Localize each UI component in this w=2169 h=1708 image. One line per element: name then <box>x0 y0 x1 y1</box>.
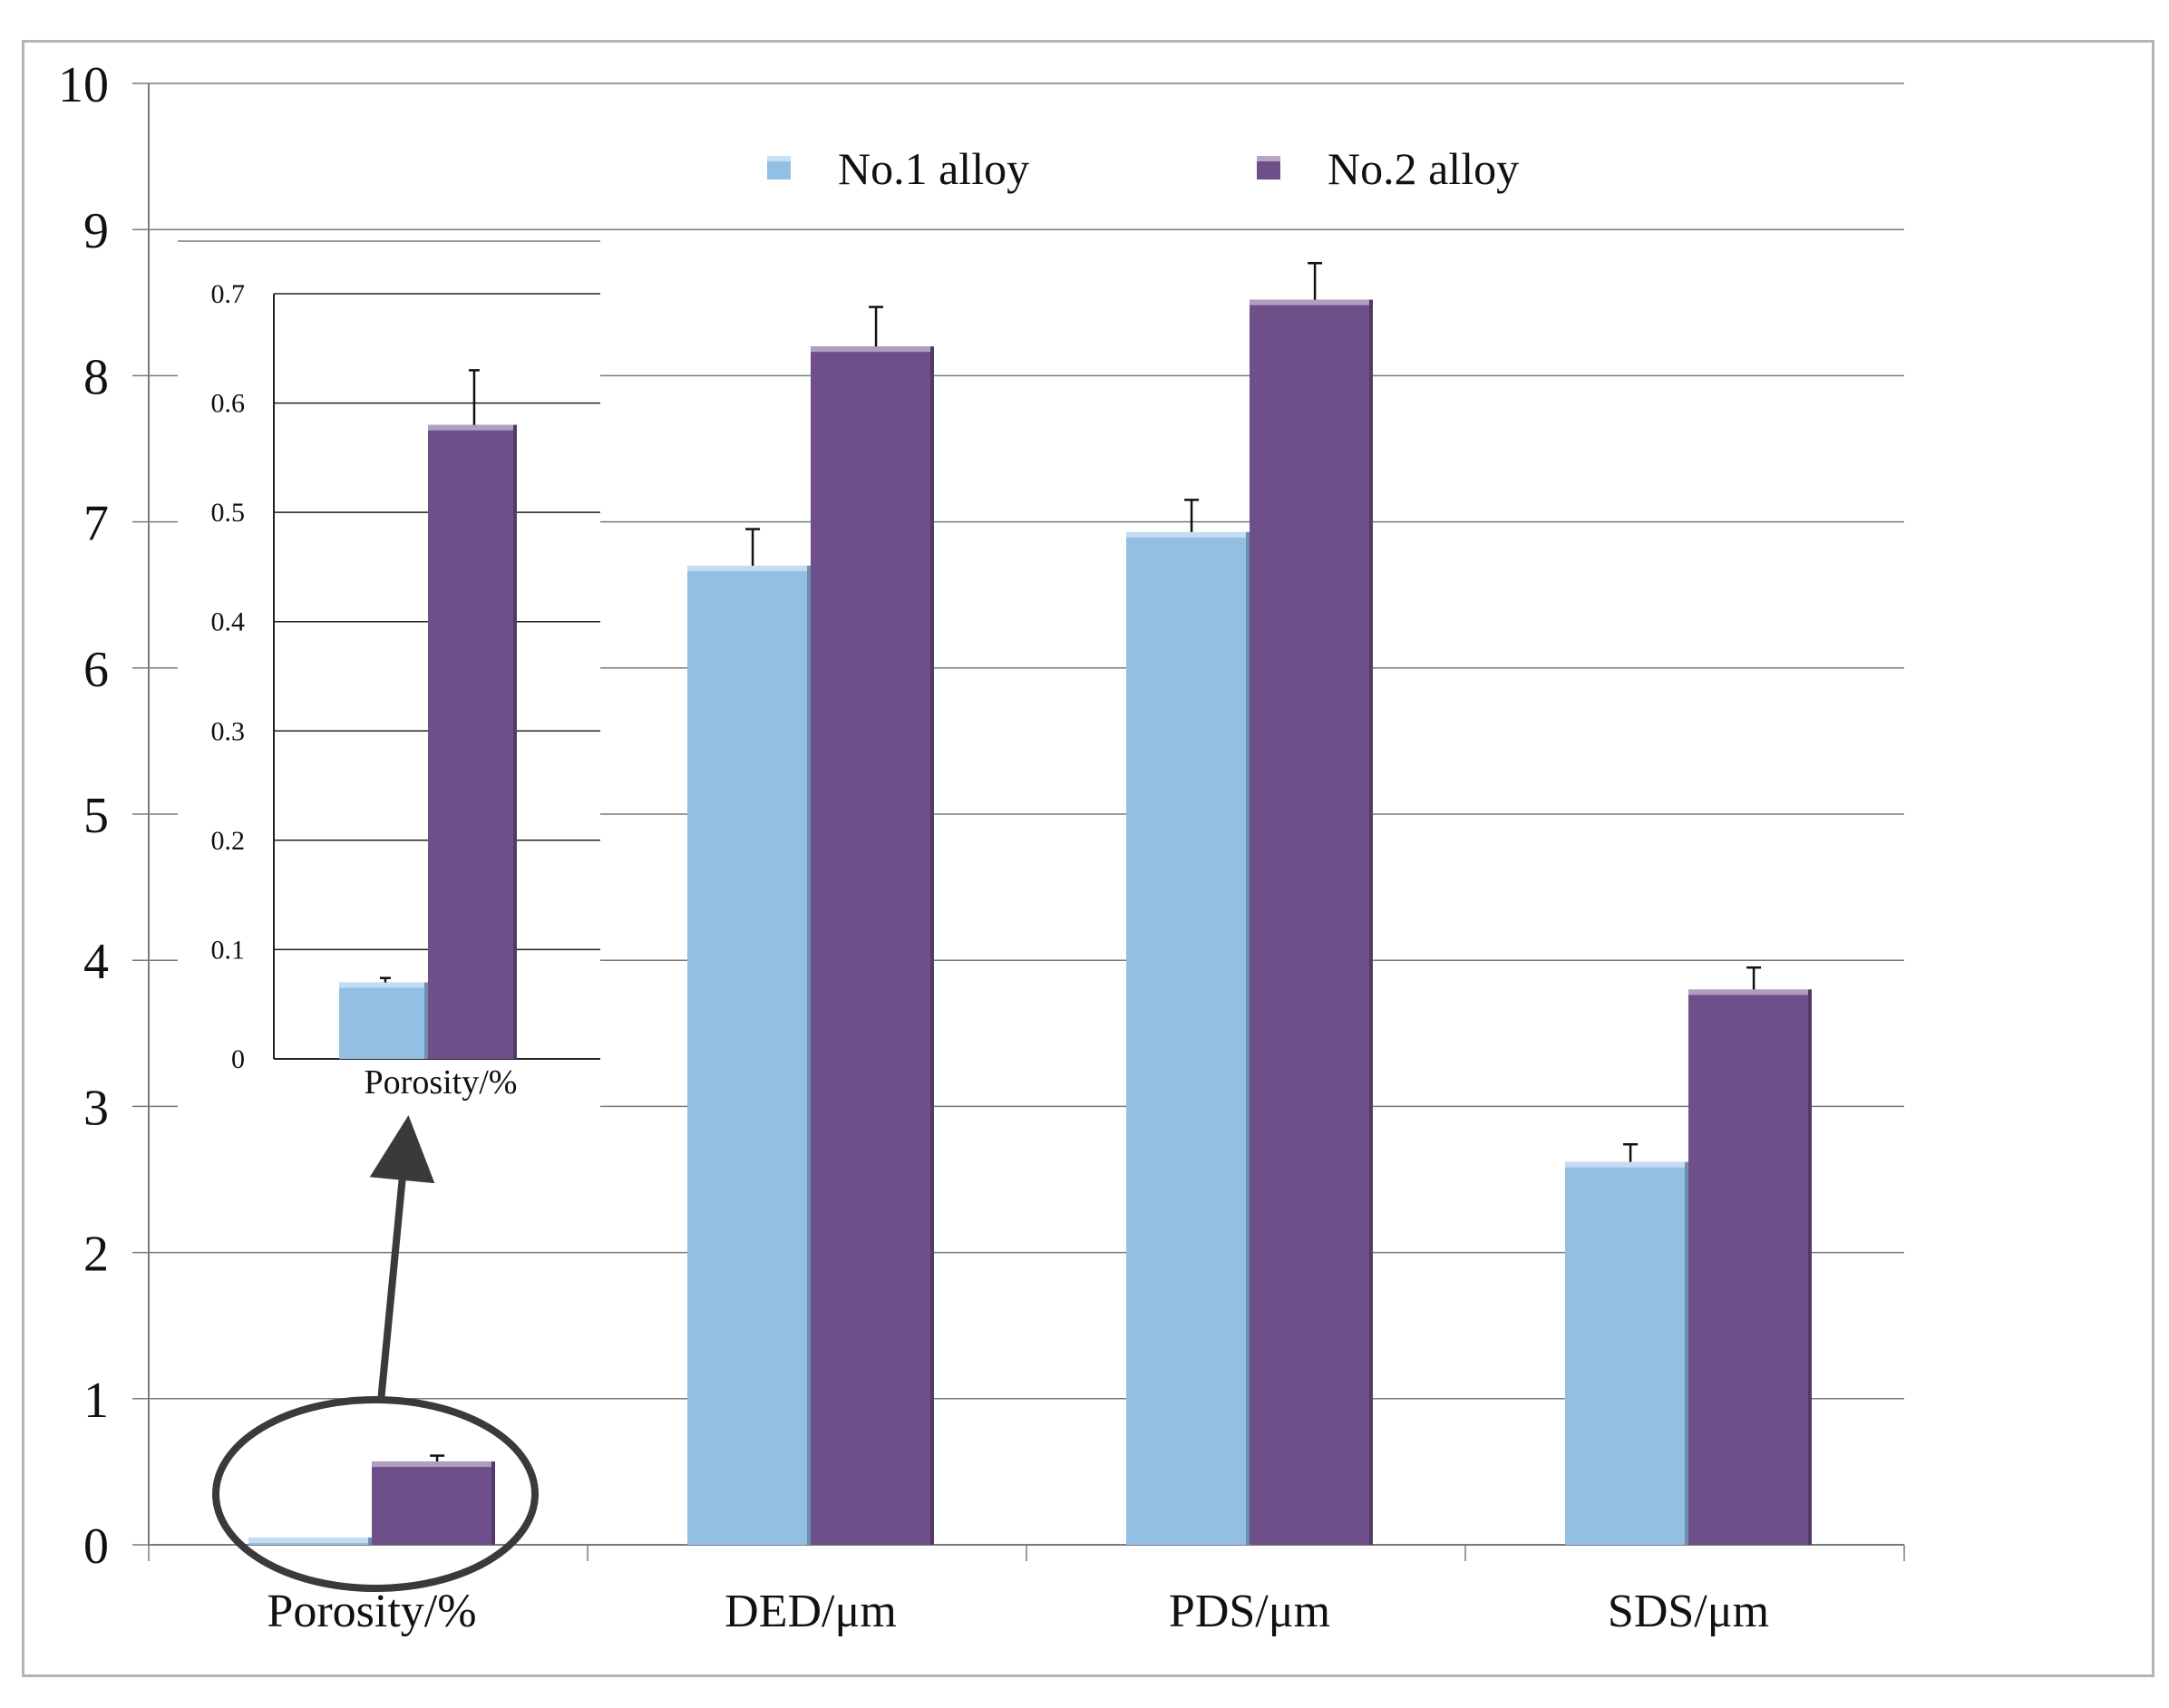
bar-no2-3-edge <box>1808 989 1812 1545</box>
y-tick-label: 5 <box>83 788 109 844</box>
inset-background <box>178 239 600 1108</box>
inset-bar-no1-body <box>339 982 428 1059</box>
y-tick-label: 7 <box>83 496 109 552</box>
bar-no2-1-body <box>811 346 934 1545</box>
inset-y-tick-label: 0 <box>231 1044 245 1074</box>
bar-no2-3 <box>1688 989 1812 1545</box>
bar-no2-1 <box>811 346 934 1545</box>
bar-no1-3-edge <box>1685 1161 1688 1545</box>
bar-no1-3-highlight <box>1565 1161 1688 1168</box>
inset-bar-no2 <box>428 424 517 1060</box>
bar-no1-1 <box>687 565 811 1546</box>
inset-bar-no2-edge <box>513 424 517 1060</box>
bar-no1-1-edge <box>807 565 811 1546</box>
x-category-label: SDS/μm <box>1608 1586 1769 1637</box>
y-tick-label: 10 <box>58 57 109 113</box>
bar-no1-2-edge <box>1246 531 1250 1545</box>
error-bar <box>1746 966 1762 990</box>
error-bar <box>869 306 884 347</box>
inset-error-bar <box>468 369 480 425</box>
inset-y-tick-label: 0.4 <box>211 607 246 637</box>
x-category-label: DED/μm <box>725 1586 897 1637</box>
legend-label: No.1 alloy <box>838 143 1029 194</box>
inset-y-tick-label: 0.7 <box>211 279 246 309</box>
bar-no1-0 <box>248 1537 372 1545</box>
inset-y-tick-label: 0.3 <box>211 716 246 746</box>
y-tick-label: 3 <box>83 1080 109 1136</box>
bar-no2-2 <box>1250 299 1373 1546</box>
bar-no1-1-body <box>687 565 811 1546</box>
legend-swatch-highlight <box>767 156 791 161</box>
y-tick-label: 8 <box>83 349 109 405</box>
y-tick-label: 1 <box>83 1373 109 1429</box>
zoom-circle <box>212 1396 539 1592</box>
inset-chart: 0 0.1 0.2 0.3 0.4 0.5 0.6 0.7 Porosity/% <box>178 239 600 1108</box>
inset-bar-no1 <box>339 982 428 1059</box>
bar-no2-2-highlight <box>1250 299 1373 306</box>
chart-legend: No.1 alloy No.2 alloy <box>767 143 1519 194</box>
bar-no2-3-body <box>1688 989 1812 1545</box>
bar-no2-3-highlight <box>1688 989 1812 995</box>
error-bar <box>430 1454 445 1462</box>
inset-y-tick-label: 0.1 <box>211 935 246 965</box>
bar-no2-2-edge <box>1369 299 1373 1546</box>
y-tick-label: 0 <box>83 1519 109 1575</box>
error-bar <box>745 528 761 566</box>
bar-no1-3-body <box>1565 1161 1688 1545</box>
inset-y-tick-label: 0.5 <box>211 498 246 528</box>
legend-swatch-highlight <box>1257 156 1280 161</box>
y-tick-label: 2 <box>83 1227 109 1283</box>
bar-no1-3 <box>1565 1161 1688 1545</box>
inset-error-bar <box>379 976 391 983</box>
y-tick-label: 4 <box>83 934 109 990</box>
legend-label: No.2 alloy <box>1328 143 1519 194</box>
bar-no1-0-highlight <box>248 1537 372 1543</box>
bar-no2-0 <box>372 1461 495 1545</box>
bar-no2-2-body <box>1250 299 1373 1546</box>
x-category-label: Porosity/% <box>267 1586 476 1637</box>
bar-no2-0-highlight <box>372 1461 495 1468</box>
bar-no2-1-edge <box>930 346 934 1545</box>
x-category-label: PDS/μm <box>1169 1586 1330 1637</box>
error-bar <box>1308 262 1323 300</box>
inset-x-category-label: Porosity/% <box>365 1063 518 1101</box>
bar-no2-1-highlight <box>811 346 934 353</box>
inset-bar-no2-body <box>428 424 517 1060</box>
inset-bar-no1-edge <box>424 982 428 1059</box>
inset-y-tick-label: 0.6 <box>211 389 246 419</box>
error-bar <box>1184 499 1200 532</box>
inset-bar-no2-highlight <box>428 424 517 431</box>
bar-no1-2 <box>1126 531 1250 1545</box>
bar-no2-0-edge <box>491 1461 495 1545</box>
inset-y-tick-label: 0.2 <box>211 826 246 856</box>
error-bar <box>1623 1143 1639 1162</box>
main-chart: 0 1 2 3 4 5 6 7 8 9 10 Porosity/% DED/μm PDS/μm SDS/μm <box>58 57 1905 1637</box>
y-tick-label: 6 <box>83 642 109 698</box>
zoom-annotation <box>212 1115 539 1592</box>
inset-bar-no1-highlight <box>339 982 428 988</box>
bar-no1-1-highlight <box>687 565 811 571</box>
y-tick-label: 9 <box>83 203 109 259</box>
bar-no2-0-body <box>372 1461 495 1545</box>
bar-no1-0-edge <box>368 1537 372 1545</box>
zoom-arrow <box>369 1115 435 1402</box>
bar-no1-2-body <box>1126 531 1250 1545</box>
bar-no1-2-highlight <box>1126 531 1250 538</box>
